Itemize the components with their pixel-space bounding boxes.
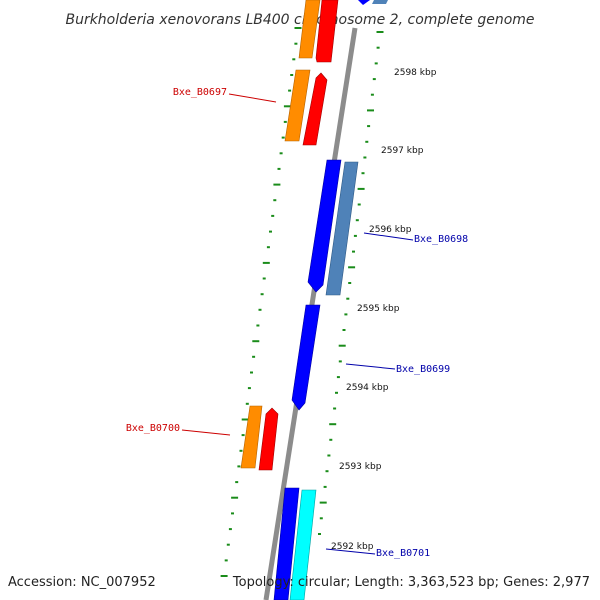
- leader-b0701: [325, 548, 376, 555]
- gene-label-b0698[interactable]: Bxe_B0698: [414, 234, 468, 245]
- gene-features: [240, 0, 388, 600]
- inner-tick-ring: [220, 27, 302, 577]
- gene-label-b0700[interactable]: Bxe_B0700: [126, 423, 180, 434]
- tick-label-2598: 2598 kbp: [394, 68, 437, 78]
- map-title: Burkholderia xenovorans LB400 chromosome…: [65, 12, 534, 28]
- kbp-tick-labels: 2598 kbp 2597 kbp 2596 kbp 2595 kbp 2594…: [331, 68, 437, 552]
- gene-steelblue-top[interactable]: [372, 0, 388, 4]
- tick-label-2594: 2594 kbp: [346, 383, 389, 393]
- leader-b0700: [181, 429, 231, 436]
- leader-b0699: [345, 363, 396, 370]
- tick-label-2597: 2597 kbp: [381, 146, 424, 156]
- tick-label-2595: 2595 kbp: [357, 304, 400, 314]
- leader-b0698: [363, 232, 414, 241]
- gene-blue-b0699[interactable]: [291, 304, 321, 411]
- gene-label-b0701[interactable]: Bxe_B0701: [376, 548, 430, 559]
- gene-label-b0699[interactable]: Bxe_B0699: [396, 364, 450, 375]
- gene-red-b0700[interactable]: [258, 407, 279, 471]
- gene-red-b0697[interactable]: [302, 72, 328, 146]
- tick-label-2593: 2593 kbp: [339, 462, 382, 472]
- gene-steelblue-b0698[interactable]: [325, 161, 359, 296]
- gene-labels: Bxe_B0697 Bxe_B0698 Bxe_B0699 Bxe_B0700 …: [126, 87, 468, 559]
- tick-label-2592: 2592 kbp: [331, 542, 374, 552]
- gene-blue-b0698[interactable]: [307, 159, 342, 293]
- gene-orange-b0697[interactable]: [284, 69, 311, 142]
- gene-orange-top[interactable]: [298, 0, 321, 59]
- genome-summary-text: Topology: circular; Length: 3,363,523 bp…: [232, 575, 590, 590]
- leader-b0697: [228, 93, 277, 103]
- gene-cyan-b0701[interactable]: [289, 489, 317, 600]
- tick-label-2596: 2596 kbp: [369, 225, 412, 235]
- outer-tick-ring: [318, 31, 384, 535]
- gene-label-b0697[interactable]: Bxe_B0697: [173, 87, 227, 98]
- accession-text: Accession: NC_007952: [8, 575, 156, 590]
- gene-red-top[interactable]: [315, 0, 339, 63]
- gene-orange-b0700[interactable]: [240, 405, 263, 469]
- gene-blue-b0701[interactable]: [273, 487, 300, 600]
- gene-blue-top[interactable]: [358, 0, 370, 5]
